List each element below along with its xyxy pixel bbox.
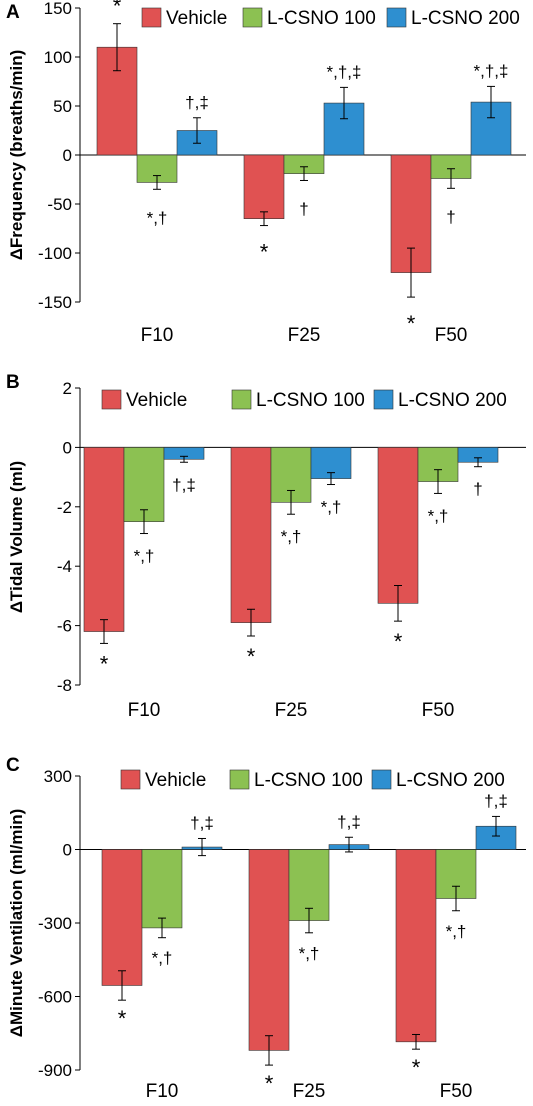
legend-swatch — [371, 769, 392, 790]
significance-label: †,‡ — [185, 93, 209, 112]
panel-c: C 300 0 -300 -600 -900 ΔMinute Ventilation (ml… — [6, 755, 526, 1102]
bar-vehicle-f25 — [230, 447, 272, 623]
x-category-label: F10 — [141, 325, 174, 346]
bar-vehicle-f50 — [377, 447, 419, 604]
legend-label: Vehicle — [145, 770, 206, 791]
bar-vehicle-f25 — [243, 154, 285, 220]
significance-label: *,† — [428, 506, 449, 525]
y-tick-label: 300 — [44, 767, 72, 786]
y-axis-label: ΔTidal Volume (ml) — [7, 461, 26, 613]
significance-label: *,† — [446, 922, 467, 941]
significance-label: *,†,‡ — [327, 62, 362, 81]
panel-b: B 2 0 -2 -4 -6 -8 ΔTidal Volume (ml) * * * *,† *,† *,… — [6, 372, 526, 721]
y-tick-label: 0 — [63, 146, 72, 165]
bar-l-csno-100-f10 — [141, 849, 183, 929]
legend-swatch — [231, 389, 252, 410]
significance-label: *,† — [134, 547, 155, 566]
legend-label: L-CSNO 200 — [398, 390, 507, 411]
significance-label: *,†,‡ — [474, 61, 509, 80]
legend-label: L-CSNO 100 — [267, 8, 376, 29]
legend-swatch — [120, 769, 141, 790]
y-tick-label: -50 — [47, 195, 72, 214]
x-category-label: F50 — [435, 325, 468, 346]
legend-label: L-CSNO 100 — [256, 390, 365, 411]
bar-vehicle-f10 — [83, 447, 125, 632]
panel-letter: B — [6, 372, 20, 393]
legend-label: Vehicle — [166, 8, 227, 29]
x-category-label: F10 — [146, 1081, 179, 1102]
significance-label: †,‡ — [484, 791, 508, 810]
y-tick-label: -900 — [38, 1061, 72, 1080]
significance-label: † — [473, 480, 482, 499]
significance-label: *,† — [299, 944, 320, 963]
y-tick-label: -150 — [38, 293, 72, 312]
x-category-label: F50 — [440, 1081, 473, 1102]
y-tick-label: -2 — [57, 498, 72, 517]
y-tick-label: -100 — [38, 244, 72, 263]
significance-label: *,† — [152, 949, 173, 968]
y-tick-label: -8 — [57, 676, 72, 695]
significance-label: * — [247, 644, 256, 669]
y-axis-label: ΔMinute Ventilation (ml/min) — [7, 809, 26, 1038]
significance-label: *,† — [281, 527, 302, 546]
legend-label: L-CSNO 200 — [396, 770, 505, 791]
y-tick-label: 50 — [53, 97, 72, 116]
significance-label: †,‡ — [172, 475, 196, 494]
y-tick-label: -600 — [38, 988, 72, 1007]
legend-label: L-CSNO 100 — [254, 770, 363, 791]
significance-label: † — [446, 207, 455, 226]
y-tick-label: 150 — [44, 0, 72, 18]
x-category-label: F25 — [288, 325, 321, 346]
legend-swatch — [101, 389, 122, 410]
x-category-label: F25 — [293, 1081, 326, 1102]
significance-label: *,† — [321, 498, 342, 517]
panel-letter: C — [6, 755, 20, 776]
bar-vehicle-f50 — [395, 849, 437, 1043]
significance-label: * — [412, 1055, 421, 1080]
y-tick-label: -300 — [38, 914, 72, 933]
significance-label: * — [118, 1006, 127, 1031]
legend-swatch — [386, 7, 407, 28]
significance-label: *,† — [147, 208, 168, 227]
panel-a: A 150 100 50 0 -50 -100 -150 ΔFrequency (breaths… — [6, 0, 526, 346]
legend-swatch — [141, 7, 162, 28]
significance-label: * — [260, 240, 269, 265]
y-axis-label: ΔFrequency (breaths/min) — [7, 50, 26, 261]
legend-label: L-CSNO 200 — [411, 8, 520, 29]
significance-label: †,‡ — [337, 812, 361, 831]
y-tick-label: 0 — [63, 841, 72, 860]
legend-swatch — [373, 389, 394, 410]
y-tick-label: 100 — [44, 48, 72, 67]
x-category-label: F50 — [422, 700, 455, 721]
x-category-label: F25 — [275, 700, 308, 721]
y-tick-label: 0 — [63, 438, 72, 457]
legend-swatch — [229, 769, 250, 790]
bar-vehicle-f10 — [101, 849, 143, 986]
significance-label: * — [100, 651, 109, 676]
bar-vehicle-f25 — [248, 849, 290, 1051]
significance-label: † — [299, 199, 308, 218]
significance-label: * — [407, 311, 416, 336]
legend-label: Vehicle — [126, 390, 187, 411]
significance-label: * — [394, 629, 403, 654]
x-category-label: F10 — [128, 700, 161, 721]
y-tick-label: -6 — [57, 617, 72, 636]
y-tick-label: -4 — [57, 557, 72, 576]
significance-label: * — [113, 0, 122, 19]
significance-label: * — [265, 1071, 274, 1096]
significance-label: †,‡ — [190, 813, 214, 832]
y-tick-label: 2 — [63, 379, 72, 398]
legend-swatch — [242, 7, 263, 28]
panel-letter: A — [6, 2, 20, 23]
